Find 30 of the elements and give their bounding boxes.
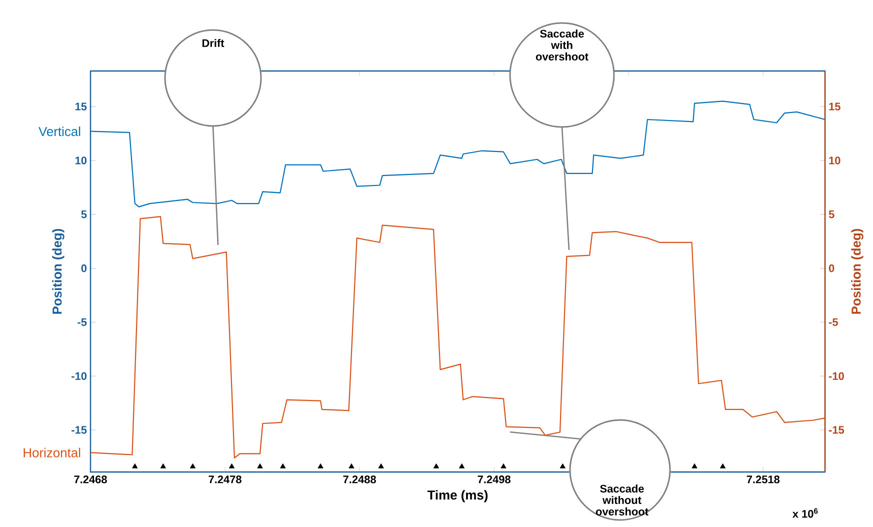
y2-tick-label: 10 bbox=[829, 156, 840, 164]
x-tick-label: 7.2478 bbox=[208, 476, 242, 484]
series-label: Vertical bbox=[38, 126, 80, 136]
x-tick-label: 7.2518 bbox=[746, 476, 780, 484]
line-series bbox=[90, 216, 826, 459]
x-axis-title: Time (ms) bbox=[427, 490, 488, 502]
x-tick-label: 7.2468 bbox=[74, 476, 107, 484]
text: Saccade with overshoot bbox=[536, 30, 588, 60]
y-tick-label: -5 bbox=[78, 318, 87, 326]
x-tick-label: 7.2498 bbox=[478, 476, 510, 484]
text: Saccade without overshoot bbox=[596, 484, 648, 516]
y2-tick-label: -5 bbox=[828, 318, 838, 326]
y2-tick-label: -15 bbox=[828, 426, 844, 434]
y2-tick-label: 0 bbox=[828, 264, 834, 272]
y-axis-title: Position (deg) bbox=[52, 228, 64, 314]
y2-tick-label: 5 bbox=[828, 210, 834, 218]
text: x 10$^{6}$ bbox=[792, 508, 818, 518]
y2-tick-label: 15 bbox=[829, 102, 840, 110]
text: Drift bbox=[202, 38, 224, 48]
x-tick-label: 7.2488 bbox=[343, 476, 376, 484]
y2-tick-label: -10 bbox=[828, 372, 844, 380]
y-tick-label: 15 bbox=[75, 102, 87, 110]
y-tick-label: 0 bbox=[81, 264, 87, 272]
line-series bbox=[90, 100, 826, 208]
y-tick-label: 5 bbox=[81, 210, 87, 218]
y-tick-label: -10 bbox=[72, 372, 87, 380]
y-tick-label: 10 bbox=[75, 156, 87, 164]
y2-axis-title: Position (deg) bbox=[851, 228, 864, 314]
y-tick-label: -15 bbox=[72, 426, 87, 434]
series-label: Horizontal bbox=[24, 448, 80, 458]
